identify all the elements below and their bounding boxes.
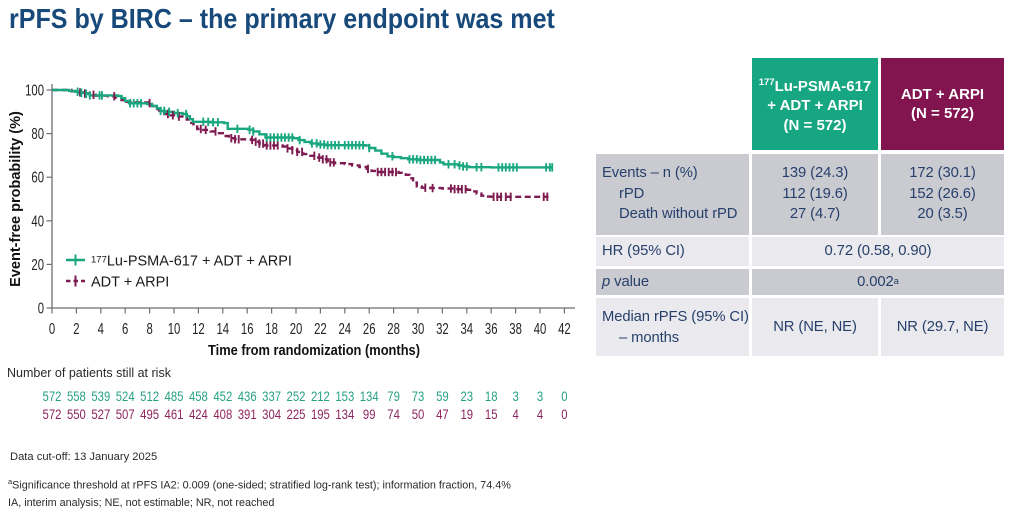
svg-text:80: 80 <box>31 126 44 143</box>
svg-text:47: 47 <box>436 406 449 422</box>
svg-text:26: 26 <box>363 321 376 338</box>
svg-text:424: 424 <box>189 406 208 422</box>
svg-text:40: 40 <box>31 213 44 230</box>
svg-text:Number of patients still at ri: Number of patients still at risk <box>7 366 172 380</box>
svg-text:18: 18 <box>485 388 498 404</box>
svg-text:337: 337 <box>262 388 281 404</box>
svg-text:0: 0 <box>38 301 45 318</box>
svg-text:0: 0 <box>561 388 567 404</box>
svg-text:16: 16 <box>241 321 254 338</box>
svg-text:252: 252 <box>287 388 306 404</box>
svg-text:212: 212 <box>311 388 330 404</box>
svg-text:3: 3 <box>537 388 543 404</box>
svg-text:461: 461 <box>165 406 184 422</box>
svg-text:24: 24 <box>339 321 352 338</box>
svg-text:34: 34 <box>461 321 474 338</box>
svg-text:40: 40 <box>534 321 547 338</box>
svg-text:14: 14 <box>217 321 230 338</box>
svg-text:458: 458 <box>189 388 208 404</box>
svg-text:99: 99 <box>363 406 376 422</box>
svg-text:539: 539 <box>91 388 110 404</box>
svg-text:38: 38 <box>509 321 522 338</box>
svg-text:572: 572 <box>43 406 62 422</box>
svg-text:28: 28 <box>387 321 400 338</box>
svg-text:134: 134 <box>335 406 354 422</box>
svg-text:74: 74 <box>387 406 400 422</box>
svg-text:572: 572 <box>43 388 62 404</box>
svg-text:23: 23 <box>461 388 474 404</box>
svg-text:10: 10 <box>168 321 181 338</box>
svg-text:3: 3 <box>512 388 518 404</box>
svg-text:Time from randomization (month: Time from randomization (months) <box>208 343 420 359</box>
svg-text:0: 0 <box>49 321 56 338</box>
svg-text:ADT + ARPI: ADT + ARPI <box>91 275 169 291</box>
svg-text:507: 507 <box>116 406 135 422</box>
svg-text:512: 512 <box>140 388 159 404</box>
svg-text:524: 524 <box>116 388 135 404</box>
svg-text:452: 452 <box>213 388 232 404</box>
svg-text:36: 36 <box>485 321 498 338</box>
svg-text:32: 32 <box>436 321 449 338</box>
svg-text:50: 50 <box>412 406 425 422</box>
svg-text:4: 4 <box>98 321 105 338</box>
svg-text:225: 225 <box>287 406 306 422</box>
svg-text:100: 100 <box>25 83 44 100</box>
svg-text:18: 18 <box>265 321 278 338</box>
svg-text:12: 12 <box>192 321 205 338</box>
svg-text:20: 20 <box>31 257 44 274</box>
svg-text:485: 485 <box>165 388 184 404</box>
svg-text:408: 408 <box>213 406 232 422</box>
svg-text:4: 4 <box>537 406 543 422</box>
svg-text:550: 550 <box>67 406 86 422</box>
svg-text:73: 73 <box>412 388 425 404</box>
svg-text:304: 304 <box>262 406 281 422</box>
svg-text:558: 558 <box>67 388 86 404</box>
svg-text:177Lu-PSMA-617 + ADT + ARPI: 177Lu-PSMA-617 + ADT + ARPI <box>91 254 292 270</box>
svg-text:42: 42 <box>558 321 571 338</box>
svg-text:20: 20 <box>290 321 303 338</box>
svg-text:436: 436 <box>238 388 257 404</box>
svg-text:527: 527 <box>91 406 110 422</box>
svg-text:8: 8 <box>146 321 152 338</box>
svg-text:4: 4 <box>512 406 518 422</box>
svg-text:79: 79 <box>387 388 400 404</box>
svg-text:2: 2 <box>73 321 79 338</box>
svg-text:15: 15 <box>485 406 498 422</box>
svg-text:19: 19 <box>461 406 474 422</box>
svg-text:22: 22 <box>314 321 327 338</box>
svg-text:6: 6 <box>122 321 128 338</box>
svg-text:391: 391 <box>238 406 257 422</box>
svg-text:495: 495 <box>140 406 159 422</box>
svg-text:59: 59 <box>436 388 449 404</box>
svg-text:30: 30 <box>412 321 425 338</box>
svg-text:153: 153 <box>335 388 354 404</box>
svg-text:60: 60 <box>31 170 44 187</box>
svg-text:0: 0 <box>561 406 567 422</box>
svg-text:Event-free probability (%): Event-free probability (%) <box>8 111 24 287</box>
svg-text:134: 134 <box>360 388 379 404</box>
svg-text:195: 195 <box>311 406 330 422</box>
